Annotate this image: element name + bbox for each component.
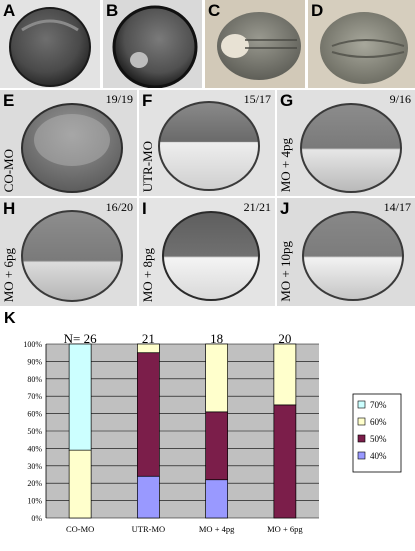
panel-letter: A: [3, 1, 16, 20]
panel-g: G 9/16 MO + 4pg: [277, 90, 415, 196]
condition-label: CO-MO: [1, 148, 16, 192]
panel-letter: B: [106, 1, 119, 20]
y-tick-label: 0%: [31, 514, 42, 523]
embryo-ratio: 14/17: [383, 200, 411, 214]
panel-b: B: [103, 0, 202, 88]
embryo-image: [9, 7, 91, 87]
y-tick-label: 90%: [27, 357, 42, 366]
panel-d: D: [308, 0, 415, 88]
bar-segment: [137, 343, 160, 354]
legend-label: 50%: [370, 434, 387, 444]
panel-letter: F: [142, 91, 153, 110]
y-tick-label: 100%: [23, 340, 42, 349]
n-value: 20: [278, 332, 291, 346]
panel-j: J 14/17 MO + 10pg: [277, 198, 415, 306]
embryo-image: [320, 12, 408, 84]
y-tick-label: 80%: [27, 375, 42, 384]
embryo-ratio: 16/20: [105, 200, 133, 214]
condition-label: MO + 4pg: [278, 137, 293, 192]
bar-segment: [68, 343, 92, 451]
x-tick-label: MO + 6pg: [267, 524, 303, 534]
y-tick-label: 30%: [27, 462, 42, 471]
n-value: N= 26: [64, 332, 97, 346]
embryo-image: [158, 101, 260, 191]
y-tick-label: 20%: [27, 479, 42, 488]
panel-e: E 19/19 CO-MO: [0, 90, 137, 196]
legend-swatch: [357, 434, 366, 443]
legend-label: 40%: [370, 451, 387, 461]
y-tick-label: 50%: [27, 427, 42, 436]
embryo-image: [21, 103, 123, 193]
panel-a: A: [0, 0, 100, 88]
embryo-ratio: 21/21: [243, 200, 271, 214]
x-tick-label: UTR-MO: [132, 524, 166, 534]
panel-letter-k: K: [4, 310, 16, 327]
panel-letter: I: [142, 199, 147, 218]
bar-segment: [68, 449, 92, 519]
panel-letter: D: [311, 1, 324, 20]
panel-letter: H: [3, 199, 16, 218]
legend-label: 70%: [370, 400, 387, 410]
legend-swatch: [357, 451, 366, 460]
bar-segment: [205, 479, 228, 519]
y-tick-label: 40%: [27, 444, 42, 453]
n-value: 21: [142, 332, 155, 346]
embryo-ratio: 15/17: [243, 92, 271, 106]
panel-letter: E: [3, 91, 15, 110]
condition-label: MO + 8pg: [140, 247, 155, 302]
condition-label: MO + 6pg: [1, 247, 16, 302]
y-tick-label: 70%: [27, 392, 42, 401]
n-value: 18: [210, 332, 223, 346]
legend-label: 60%: [370, 417, 387, 427]
bar-segment: [205, 343, 228, 413]
embryo-image: [162, 211, 260, 301]
condition-label: MO + 10pg: [278, 241, 293, 302]
panel-h: H 16/20 MO + 6pg: [0, 198, 137, 306]
bar-segment: [273, 343, 297, 406]
x-tick-label: CO-MO: [66, 524, 94, 534]
legend-swatch: [357, 417, 366, 426]
bar-segment: [137, 475, 160, 519]
panel-letter: C: [208, 1, 221, 20]
condition-label: UTR-MO: [140, 140, 155, 192]
embryo-image: [21, 210, 123, 302]
embryo-image: [217, 12, 301, 80]
panel-c: C: [205, 0, 305, 88]
embryo-ratio: 19/19: [105, 92, 133, 106]
panel-i: I 21/21 MO + 8pg: [139, 198, 275, 306]
y-tick-label: 10%: [27, 497, 42, 506]
legend-swatch: [357, 400, 366, 409]
bar-segment: [273, 404, 297, 519]
bar-segment: [205, 411, 228, 481]
x-tick-label: MO + 4pg: [199, 524, 235, 534]
embryo-image: [112, 5, 198, 88]
chart-svg: 0% 10% 20% 30% 40% 50% 60% 70% 80% 90% 100% CO-MO N=…: [23, 331, 402, 534]
panel-f: F 15/17 UTR-MO: [139, 90, 275, 196]
embryo-image: [300, 103, 402, 193]
panel-letter: J: [280, 199, 290, 218]
embryo-image: [302, 211, 404, 301]
panel-letter: G: [280, 91, 294, 110]
y-tick-label: 60%: [27, 410, 42, 419]
bar-segment: [137, 352, 160, 477]
embryo-ratio: 9/16: [389, 92, 411, 106]
stacked-bar-chart: 0% 10% 20% 30% 40% 50% 60% 70% 80% 90% 100% CO-MO N=…: [14, 331, 411, 546]
